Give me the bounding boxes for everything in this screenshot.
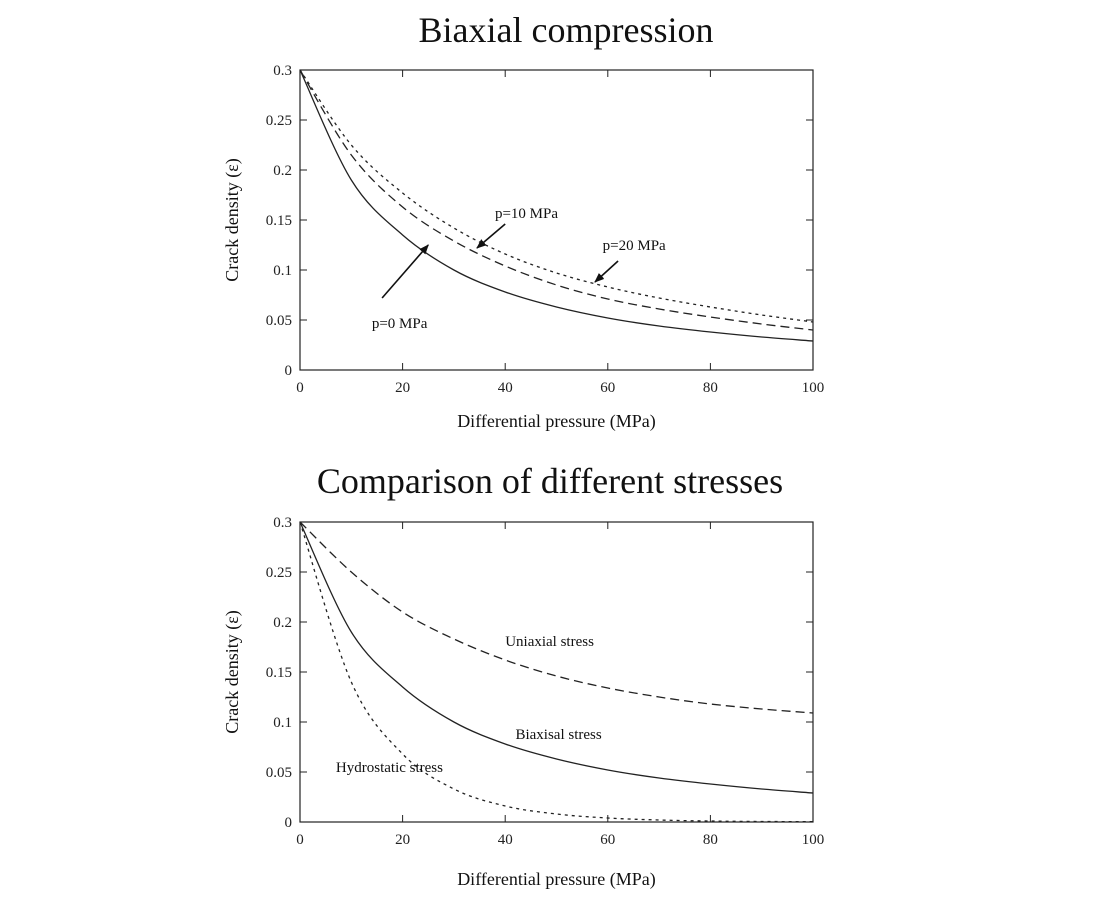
- annotation-arrow-p-0-mpa: [381, 244, 429, 299]
- y-tick-label: 0.15: [266, 213, 292, 229]
- y-tick-label: 0.15: [266, 665, 292, 681]
- y-tick-label: 0.25: [266, 565, 292, 581]
- annotation-p-0-mpa: p=0 MPa: [372, 316, 428, 332]
- x-tick-label: 80: [703, 380, 718, 396]
- y-tick-label: 0.1: [273, 715, 292, 731]
- x-tick-label: 20: [395, 380, 410, 396]
- y-tick-label: 0: [285, 363, 293, 379]
- chart-2: Comparison of different stresses 0 20 40 60 8…: [222, 461, 824, 890]
- annotation-arrow-p-10-mpa: [476, 223, 506, 249]
- annotation-arrow-p-20-mpa: [594, 260, 619, 283]
- y-axis-label: Crack density (ε): [222, 610, 243, 734]
- annotation-biaxisal-stress: Biaxisal stress: [515, 727, 601, 743]
- y-tick-label: 0.05: [266, 313, 292, 329]
- x-tick-label: 60: [600, 380, 615, 396]
- x-tick-label: 20: [395, 832, 410, 848]
- x-tick-label: 0: [296, 380, 304, 396]
- y-tick-label: 0.25: [266, 113, 292, 129]
- x-axis-label: Differential pressure (MPa): [457, 411, 656, 432]
- annotation-p-20-mpa: p=20 MPa: [603, 238, 666, 254]
- x-axis-label: Differential pressure (MPa): [457, 869, 656, 890]
- annotation-p-10-mpa: p=10 MPa: [495, 206, 558, 222]
- x-tick-label: 100: [802, 832, 825, 848]
- x-tick-label: 80: [703, 832, 718, 848]
- x-tick-label: 100: [802, 380, 825, 396]
- series-line-p-10-mpa: [299, 69, 814, 331]
- series-line-p-20-mpa: [299, 69, 814, 323]
- y-tick-label: 0.1: [273, 263, 292, 279]
- y-tick-label: 0.2: [273, 615, 292, 631]
- plot-frame: [299, 521, 814, 823]
- chart-title: Comparison of different stresses: [317, 461, 783, 501]
- y-tick-label: 0: [285, 815, 293, 831]
- annotation-uniaxial-stress: Uniaxial stress: [505, 634, 594, 650]
- series-line-p-0-mpa: [299, 69, 814, 342]
- chart-title: Biaxial compression: [419, 10, 714, 50]
- series-line-biaxisal-stress: [299, 521, 814, 794]
- y-tick-label: 0.3: [273, 515, 292, 531]
- series-line-uniaxial-stress: [299, 521, 814, 714]
- y-tick-label: 0.2: [273, 163, 292, 179]
- y-axis-label: Crack density (ε): [222, 158, 243, 282]
- x-tick-label: 40: [498, 832, 513, 848]
- x-tick-label: 60: [600, 832, 615, 848]
- series-line-hydrostatic-stress: [299, 521, 814, 823]
- chart-1: Biaxial compression 0 20 40 60 80 100 0 0.05 0.1 0…: [222, 10, 824, 432]
- y-tick-label: 0.05: [266, 765, 292, 781]
- x-tick-label: 0: [296, 832, 304, 848]
- annotation-hydrostatic-stress: Hydrostatic stress: [336, 760, 443, 776]
- y-tick-label: 0.3: [273, 63, 292, 79]
- x-tick-label: 40: [498, 380, 513, 396]
